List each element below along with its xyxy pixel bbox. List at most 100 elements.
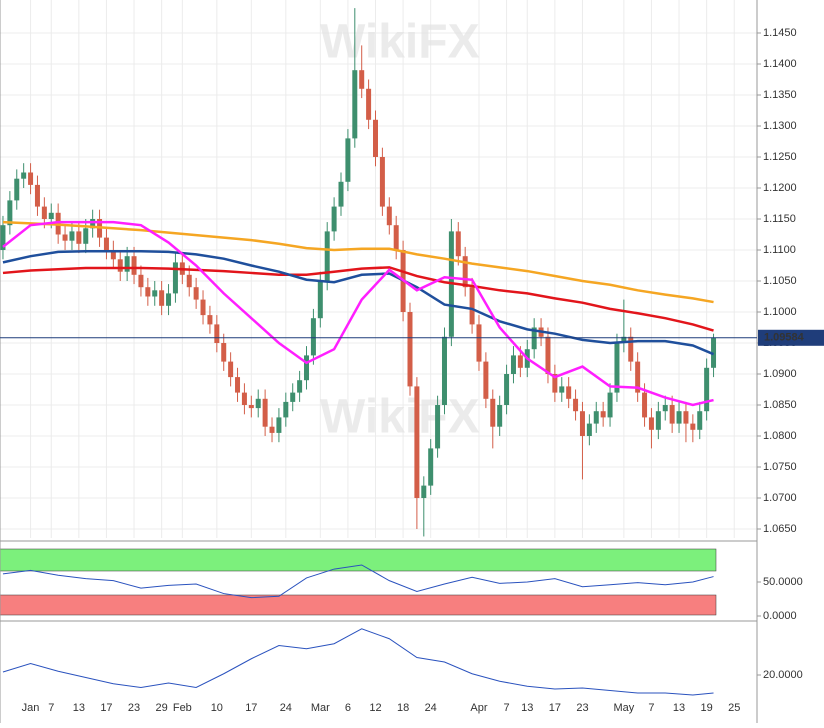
candle-body (90, 218, 96, 229)
candle-body (573, 398, 579, 412)
y-tick-label: 1.0650 (763, 523, 797, 535)
candle-body (186, 274, 192, 288)
candle-body (297, 380, 303, 393)
candle-body (504, 374, 510, 406)
candle-body (552, 374, 558, 393)
candle-body (483, 361, 489, 399)
y-tick-label: 1.1000 (763, 306, 797, 318)
candle-body (345, 138, 351, 182)
candle-body (76, 231, 82, 244)
candle-body (407, 311, 413, 387)
last-price-label: 1.09584 (764, 332, 805, 344)
candle-body (34, 184, 40, 207)
y-tick-label: 1.1450 (763, 27, 797, 39)
candle-body (235, 377, 241, 393)
candle-body (83, 228, 89, 244)
candle-body (0, 225, 6, 250)
indicator-line (2, 266, 714, 332)
candle-body (455, 231, 461, 257)
candle-body (200, 299, 206, 316)
candle-body (545, 336, 551, 375)
candle-body (476, 324, 482, 362)
candle-body (172, 262, 178, 294)
candle-body (338, 181, 344, 207)
candle-body (497, 405, 503, 427)
candle-body (131, 256, 137, 275)
y-tick-label: 1.0850 (763, 399, 797, 411)
y-tick-label: 1.1250 (763, 151, 797, 163)
candle-body (393, 225, 399, 250)
candle-body (166, 293, 172, 306)
candle-body (579, 411, 585, 437)
candle-body (414, 386, 420, 499)
candle-body (366, 88, 372, 120)
candle-body (207, 315, 213, 325)
candle-body (7, 200, 13, 226)
candle-body (145, 287, 151, 297)
oversold-band (0, 594, 717, 616)
x-tick-label: 13 (521, 702, 533, 714)
candle-body (228, 361, 234, 378)
candle-body (379, 156, 385, 207)
candle-body (69, 231, 75, 241)
indicator-line (2, 564, 714, 599)
candle-body (559, 386, 565, 393)
candle-body (621, 336, 627, 344)
x-tick-label: 19 (701, 702, 713, 714)
candle-body (517, 355, 523, 368)
candle-body (614, 343, 620, 393)
x-tick-label: Apr (470, 702, 487, 714)
candle-body (124, 256, 130, 272)
x-tick-label: 24 (425, 702, 437, 714)
x-tick-label: 13 (73, 702, 85, 714)
candle-body (607, 392, 613, 418)
x-tick-label: 17 (549, 702, 561, 714)
candle-body (704, 367, 710, 412)
candle-body (531, 327, 537, 350)
y-tick-label: 0.0000 (763, 610, 797, 622)
candle-body (159, 290, 165, 306)
candle-body (593, 411, 599, 424)
indicator-line (2, 220, 714, 407)
x-tick-label: 24 (280, 702, 292, 714)
plot-layer: 1.0650 1.0700 1.0750 1.0800 1.0850 1.0900 1.09… (0, 8, 824, 714)
x-tick-label: 10 (211, 702, 223, 714)
candle-body (372, 119, 378, 157)
candle-body (421, 485, 427, 499)
candle-body (62, 234, 68, 241)
candle-body (662, 405, 668, 412)
candle-body (359, 70, 365, 89)
indicator-line (2, 249, 715, 356)
y-tick-label: 1.0750 (763, 461, 797, 473)
candle-body (14, 178, 20, 201)
candle-body (290, 392, 296, 402)
candle-body (566, 386, 572, 399)
x-tick-label: 13 (673, 702, 685, 714)
x-tick-label: 12 (369, 702, 381, 714)
candle-body (283, 401, 289, 418)
x-tick-label: 17 (245, 702, 257, 714)
candle-body (317, 280, 323, 319)
y-tick-label: 1.1400 (763, 58, 797, 70)
candle-body (214, 324, 220, 344)
candle-body (697, 411, 703, 430)
x-tick-label: 6 (345, 702, 351, 714)
x-tick-label: Feb (173, 702, 192, 714)
candle-body (269, 426, 275, 433)
x-tick-label: 17 (100, 702, 112, 714)
y-tick-label: 1.0800 (763, 430, 797, 442)
candle-body (331, 206, 337, 232)
y-tick-label: 1.1100 (763, 244, 796, 256)
candle-body (41, 206, 47, 219)
x-tick-label: Mar (311, 702, 330, 714)
candle-body (635, 361, 641, 393)
y-tick-label: 1.1050 (763, 275, 797, 287)
candle-body (138, 274, 144, 288)
x-tick-label: 25 (728, 702, 740, 714)
watermark: WikiFX (320, 391, 480, 444)
candle-body (248, 405, 254, 409)
candle-body (642, 392, 648, 418)
candle-body (586, 423, 592, 437)
candle-body (255, 398, 261, 409)
